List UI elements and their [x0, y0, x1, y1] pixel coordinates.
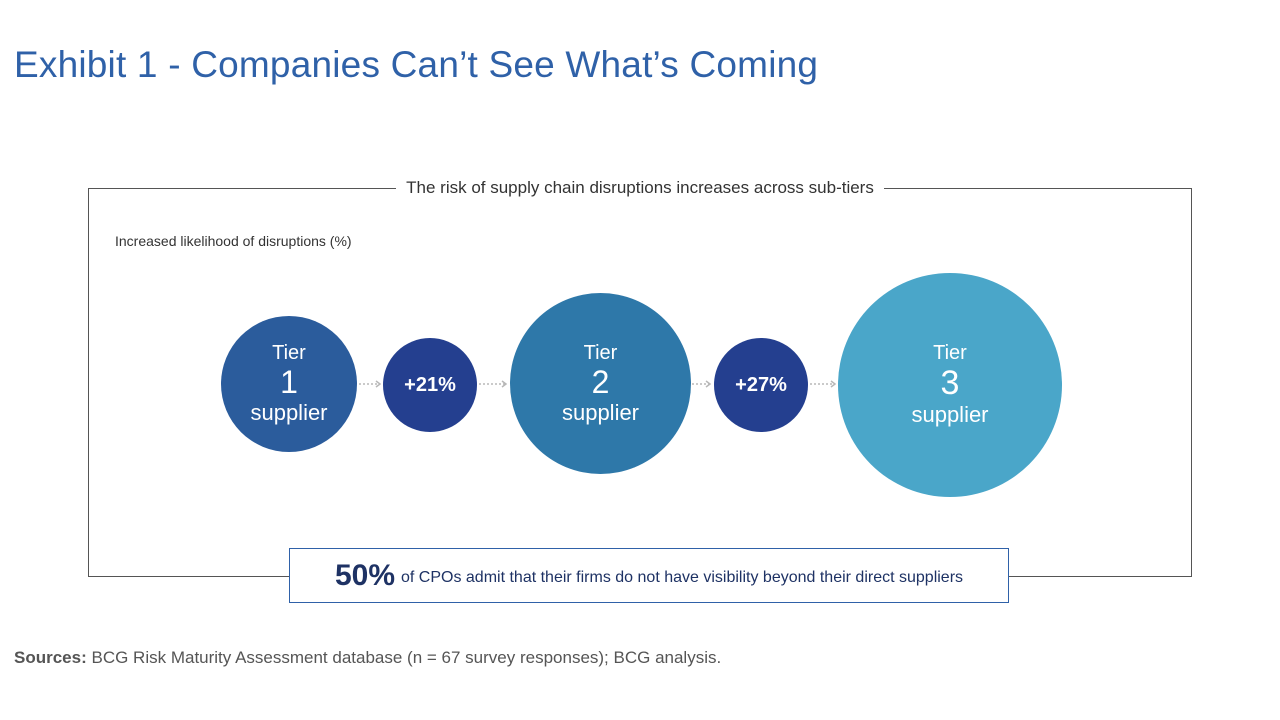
tier-3-label: supplier — [911, 402, 989, 427]
increase-1-label: +21% — [404, 373, 456, 396]
exhibit-title: Exhibit 1 - Companies Can’t See What’s C… — [14, 44, 819, 85]
tier-2-circle: Tier 2 supplier — [510, 293, 691, 474]
tier-1-circle: Tier 1 supplier — [221, 316, 357, 452]
tier-1-word: Tier — [272, 342, 306, 364]
callout-box: 50% of CPOs admit that their firms do no… — [289, 548, 1009, 603]
tier-2-number: 2 — [591, 363, 610, 400]
tier-3-circle: Tier 3 supplier — [838, 273, 1062, 497]
tier-1-label: supplier — [250, 400, 328, 425]
increase-2-circle: +27% — [714, 338, 808, 432]
tier-2-word: Tier — [583, 341, 618, 364]
callout-text: of CPOs admit that their firms do not ha… — [401, 568, 964, 586]
sources-label: Sources: — [14, 648, 87, 667]
sources-text: BCG Risk Maturity Assessment database (n… — [91, 648, 722, 667]
tier-1-number: 1 — [280, 364, 298, 400]
callout-percent: 50% — [334, 558, 395, 592]
sources-note: Sources: BCG Risk Maturity Assessment da… — [14, 648, 721, 668]
tier-3-word: Tier — [933, 342, 967, 364]
tier-3-number: 3 — [940, 364, 960, 402]
tier-2-label: supplier — [561, 399, 640, 425]
axis-label: Increased likelihood of disruptions (%) — [115, 233, 352, 249]
increase-1-circle: +21% — [383, 338, 477, 432]
increase-2-label: +27% — [735, 373, 787, 396]
